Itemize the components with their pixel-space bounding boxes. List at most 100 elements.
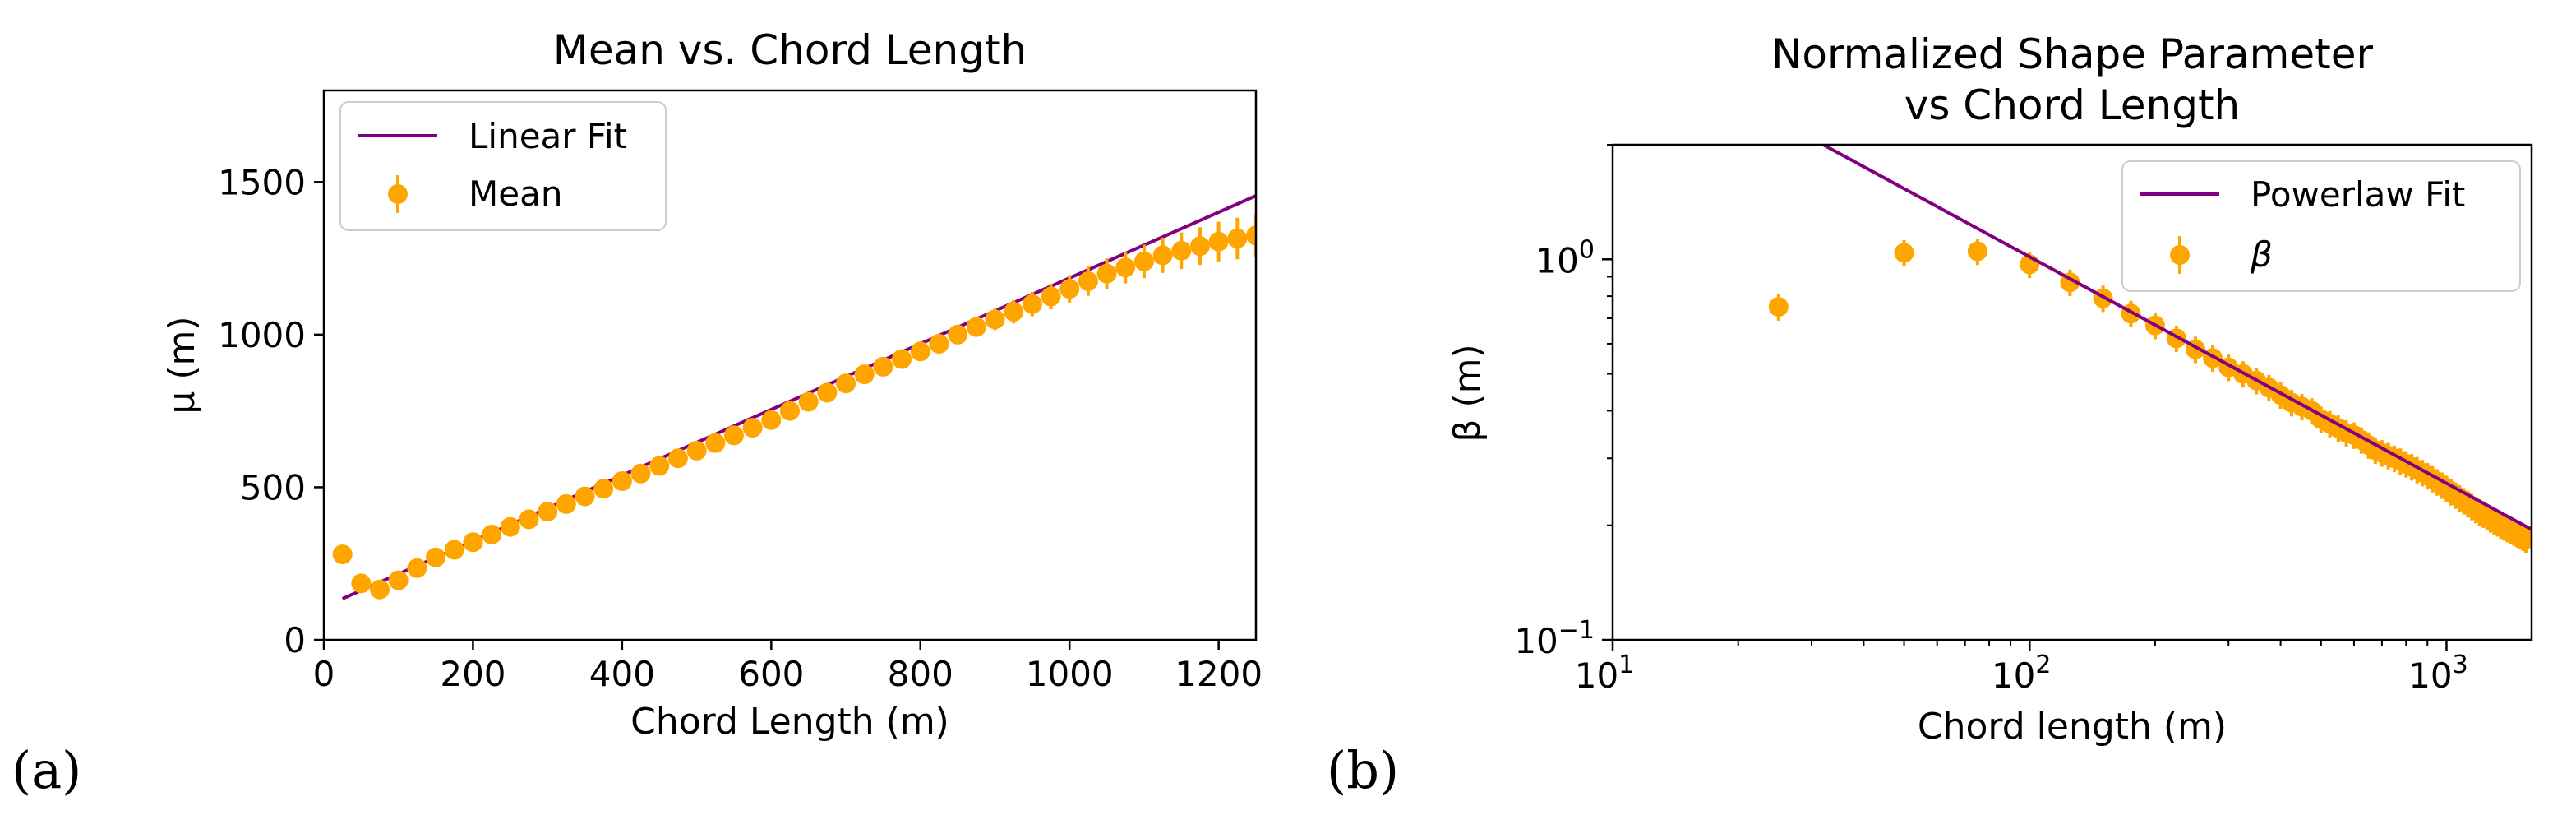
panel-a-x-tick-label: 800	[888, 654, 953, 694]
panel-a-mean-point	[948, 324, 968, 345]
panel-a-legend-mean-label: Mean	[469, 174, 562, 214]
panel-a-mean-point	[667, 448, 688, 469]
panel-a-mean-point	[929, 334, 949, 354]
panel-a-mean-point	[742, 418, 763, 438]
panel-b-x-ticks: 101 102 103	[1575, 640, 2468, 696]
panel-a-mean-point	[351, 573, 372, 594]
panel-b-label: (b)	[1327, 740, 1399, 800]
panel-a-x-tick-label: 400	[589, 654, 655, 694]
panel-a-mean-point	[1152, 245, 1173, 266]
panel-a-mean-point	[370, 579, 390, 600]
panel-a-x-tick-label: 1000	[1026, 654, 1114, 694]
panel-a-y-tick-label: 0	[284, 620, 306, 660]
panel-b-beta-point	[1967, 241, 1987, 262]
panel-b-y-ticks: 10−1 100	[1514, 144, 1613, 661]
panel-b-legend-beta-marker	[2170, 245, 2190, 265]
panel-a-axes-frame	[322, 89, 1258, 641]
panel-b-x-tick-label: 103	[2408, 651, 2468, 696]
panel-a-mean-point	[1004, 302, 1024, 322]
panel-b-legend: Powerlaw Fit β	[2121, 160, 2521, 292]
panel-b-beta-point	[1768, 297, 1789, 317]
panel-a-x-ticks: 0 200 400 600 800 1000 1200	[313, 640, 1263, 694]
panel-a-mean-point	[892, 349, 912, 369]
panel-a-mean-point	[1022, 294, 1042, 314]
panel-b-legend-beta-label: β	[2250, 234, 2273, 275]
panel-a-title: Mean vs. Chord Length	[553, 26, 1027, 74]
panel-a-mean-point	[1208, 231, 1229, 252]
panel-a-mean-point	[723, 425, 744, 446]
panel-b-powerlaw-fit-line	[1822, 145, 2532, 531]
panel-b-y-tick-label: 100	[1535, 235, 1595, 280]
panel-b-y-tick-label: 10−1	[1514, 616, 1595, 661]
panel-a-plot-area	[332, 194, 1256, 600]
panel-a-x-tick-label: 600	[738, 654, 804, 694]
panel-a-mean-point	[482, 524, 502, 544]
panel-a-mean-point	[388, 570, 409, 590]
panel-b-plot-area	[1768, 145, 2532, 553]
panel-a-legend-fit-label: Linear Fit	[469, 116, 627, 156]
panel-a-y-tick-label: 500	[240, 467, 306, 507]
panel-a-mean-point	[817, 382, 838, 403]
panel-a-mean-point	[780, 401, 800, 421]
panel-b-beta-point	[2516, 529, 2532, 549]
panel-a-mean-point	[500, 516, 520, 537]
panel-a-mean-point	[1115, 257, 1136, 278]
panel-b: Normalized Shape Parameter vs Chord Leng…	[1327, 30, 2533, 800]
panel-a-mean-point	[1227, 228, 1248, 248]
panel-b-title-line-1: Normalized Shape Parameter	[1771, 30, 2373, 78]
panel-b-legend-box	[2121, 160, 2521, 292]
panel-a-mean-point	[649, 456, 670, 476]
panel-a-mean-point	[854, 364, 875, 385]
panel-a-y-label: μ (m)	[161, 316, 203, 414]
panel-a-mean-point	[575, 486, 595, 507]
panel-b-x-tick-label: 102	[1992, 651, 2052, 696]
panel-a-legend-mean-marker	[388, 184, 408, 204]
panel-a-y-tick-label: 1000	[218, 315, 306, 355]
panel-a-mean-point	[873, 356, 893, 377]
panel-a-x-tick-label: 0	[313, 654, 335, 694]
panel-a-mean-point	[1189, 236, 1210, 257]
panel-b-axes-frame	[1611, 143, 2533, 641]
panel-b-x-tick-label: 101	[1575, 651, 1635, 696]
panel-b-x-label: Chord length (m)	[1918, 706, 2227, 748]
panel-a-mean-point	[1041, 286, 1061, 307]
panel-a-x-tick-label: 200	[440, 654, 506, 694]
panel-a: Mean vs. Chord Length 0 200 400 600 800 1000 1…	[12, 26, 1263, 800]
panel-a-mean-point	[593, 479, 614, 499]
panel-a-label: (a)	[12, 740, 81, 800]
panel-a-y-ticks: 0 500 1000 1500	[218, 162, 324, 660]
panel-a-mean-point	[463, 532, 483, 553]
panel-a-y-tick-label: 1500	[218, 162, 306, 202]
panel-a-mean-point	[1246, 225, 1256, 246]
panel-a-mean-point	[985, 309, 1005, 330]
panel-a-mean-point	[686, 440, 707, 461]
panel-a-mean-point	[836, 373, 856, 394]
panel-b-legend-fit-label: Powerlaw Fit	[2251, 174, 2465, 215]
panel-a-x-label: Chord Length (m)	[630, 701, 949, 743]
panel-a-mean-point	[612, 471, 632, 492]
panel-a-mean-point	[966, 317, 986, 337]
panel-a-mean-point	[761, 410, 782, 430]
panel-a-mean-point	[332, 544, 353, 565]
panel-a-mean-point	[556, 493, 576, 514]
panel-b-beta-point	[1894, 243, 1914, 263]
panel-a-mean-point	[444, 540, 464, 560]
panel-a-mean-point	[519, 509, 539, 530]
panel-a-legend: Linear Fit Mean	[339, 101, 667, 231]
panel-a-mean-point	[1133, 251, 1154, 271]
panel-a-mean-point	[1078, 271, 1098, 291]
panel-a-mean-point	[630, 463, 651, 484]
panel-a-mean-point	[1096, 263, 1117, 284]
panel-a-mean-point	[1171, 240, 1192, 261]
panel-a-mean-point	[407, 558, 427, 578]
panel-a-mean-point	[426, 547, 446, 567]
panel-a-x-tick-label: 1200	[1175, 654, 1263, 694]
panel-b-title-line-2: vs Chord Length	[1904, 81, 2241, 129]
panel-a-mean-point	[1059, 279, 1080, 299]
panel-a-mean-point	[910, 341, 930, 362]
panel-a-mean-point	[798, 391, 819, 412]
panel-a-mean-point	[705, 433, 726, 453]
panel-a-mean-point	[538, 502, 558, 522]
panel-b-y-label: β (m)	[1447, 344, 1489, 442]
